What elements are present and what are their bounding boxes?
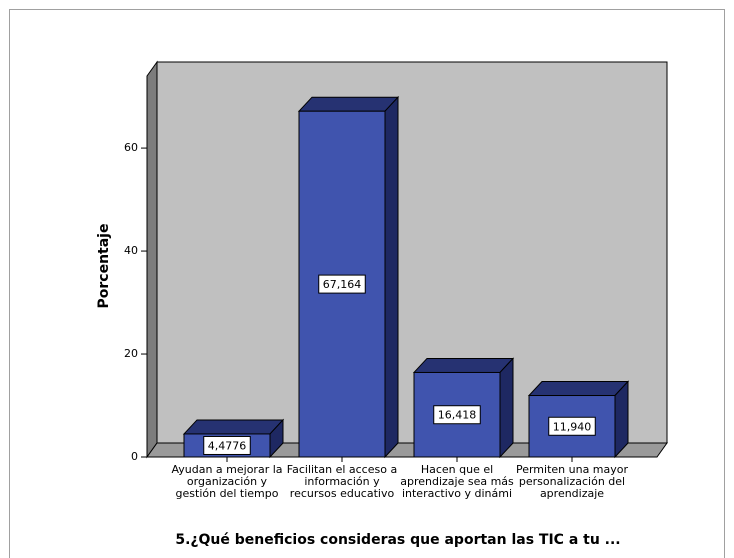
bar-top — [297, 96, 400, 112]
y-tick-label: 60 — [124, 141, 138, 154]
side-wall — [146, 60, 158, 459]
value-label: 11,940 — [553, 420, 592, 433]
x-tick-label: Permiten una mayor personalización del a… — [515, 463, 629, 500]
x-tick-label: Ayudan a mejorar la organización y gesti… — [171, 463, 283, 500]
value-label-box — [203, 435, 251, 455]
value-label: 67,164 — [323, 278, 362, 291]
bar-top — [527, 381, 630, 397]
y-axis-label: Porcentaje — [96, 224, 112, 309]
value-label-box — [548, 416, 596, 436]
y-tick-label: 40 — [124, 244, 138, 257]
value-label: 4,4776 — [208, 439, 247, 452]
x-axis-label: 5.¿Qué beneficios consideras que aportan… — [175, 532, 620, 548]
x-tick-label: Hacen que el aprendizaje sea más interac… — [400, 463, 514, 500]
value-label: 16,418 — [438, 409, 477, 422]
bar — [413, 371, 501, 458]
bar-side — [499, 357, 514, 459]
x-tick-label: Facilitan el acceso a información y recu… — [286, 463, 398, 500]
y-tick-label: 20 — [124, 347, 138, 360]
bar-top — [412, 357, 515, 373]
value-label-box — [433, 405, 481, 425]
bar-top — [182, 419, 285, 435]
bar-side — [384, 95, 399, 459]
bar-side — [614, 380, 629, 459]
y-tick-label: 0 — [131, 450, 138, 463]
value-label-box — [318, 274, 366, 294]
